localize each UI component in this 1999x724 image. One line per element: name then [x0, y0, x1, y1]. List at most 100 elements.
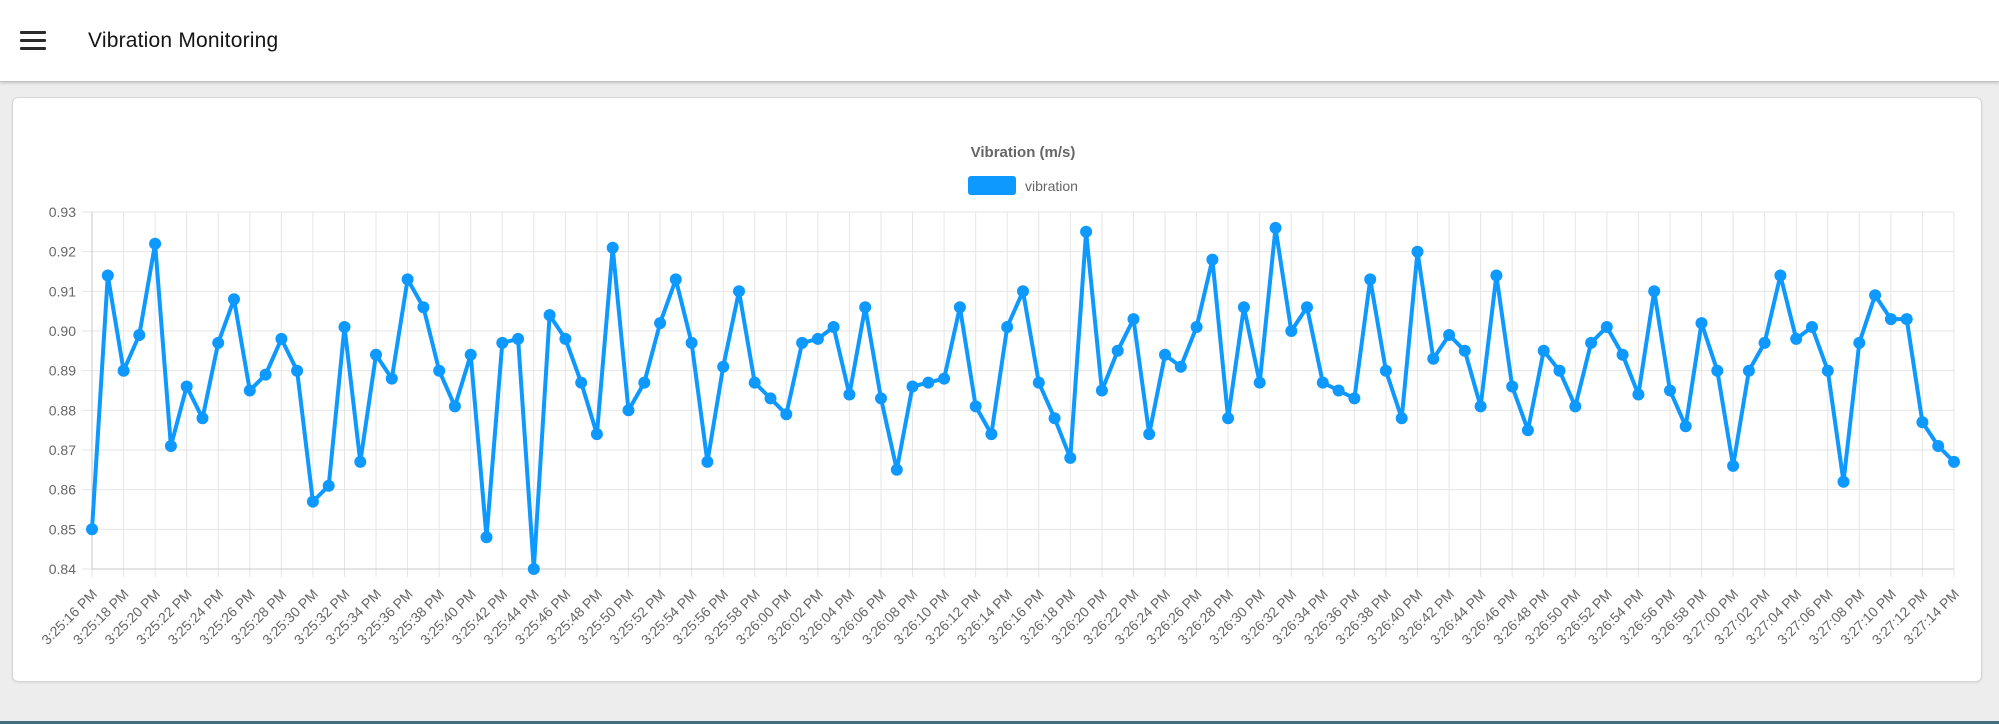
data-point [448, 400, 461, 413]
data-point [527, 563, 540, 575]
y-tick-label: 0.84 [49, 561, 76, 577]
data-point [417, 301, 430, 314]
chart-title: Vibration (m/s) [970, 144, 1076, 161]
data-point [164, 440, 177, 452]
data-point [638, 376, 651, 389]
data-point [938, 372, 951, 385]
data-point [1869, 289, 1882, 302]
data-point [590, 428, 603, 441]
data-point [1695, 317, 1708, 330]
data-point [1900, 313, 1913, 326]
data-point [149, 237, 162, 250]
data-point [1443, 329, 1456, 341]
data-point [1821, 364, 1834, 377]
hamburger-icon [20, 47, 46, 50]
data-point [1190, 321, 1203, 333]
next-section-edge [0, 721, 1999, 724]
data-point [1727, 459, 1740, 472]
y-tick-label: 0.90 [49, 323, 76, 339]
data-point [1600, 321, 1613, 333]
legend-label: vibration [1025, 177, 1078, 194]
vibration-line [90, 225, 1956, 571]
data-point [1253, 376, 1266, 389]
data-point [1237, 301, 1250, 314]
data-point [133, 329, 146, 341]
data-point [843, 388, 856, 401]
data-point [86, 523, 98, 536]
data-point [322, 479, 335, 492]
data-point [1742, 364, 1755, 377]
data-point [1632, 388, 1645, 401]
data-point [890, 463, 903, 476]
vibration-chart: 0.84 0.85 0.86 0.87 0.88 0.89 0.90 0.91 0.92 0.93… [38, 204, 1962, 648]
axis-labels: 0.84 0.85 0.86 0.87 0.88 0.89 0.90 0.91 0.92 0.93… [38, 204, 1962, 648]
data-point [985, 428, 998, 441]
data-point [1521, 424, 1534, 437]
data-point [733, 285, 745, 298]
legend-item-vibration[interactable]: vibration [968, 176, 1078, 195]
data-point [827, 321, 840, 333]
data-point [1095, 384, 1108, 397]
data-point [1364, 273, 1377, 286]
data-point [401, 273, 414, 286]
data-point [480, 531, 493, 544]
data-point [1664, 384, 1676, 397]
data-point [1048, 412, 1061, 425]
data-point [1648, 285, 1661, 298]
data-point [101, 269, 114, 282]
y-tick-label: 0.86 [49, 482, 76, 498]
y-tick-label: 0.87 [49, 442, 76, 458]
data-point [875, 392, 887, 405]
data-point [1348, 392, 1361, 405]
data-point [969, 400, 982, 413]
data-point [180, 380, 193, 393]
data-point [1458, 344, 1471, 357]
data-point [243, 384, 256, 397]
data-point [906, 380, 919, 393]
data-point [1206, 253, 1219, 266]
y-tick-label: 0.85 [49, 521, 76, 537]
data-point [1285, 325, 1298, 337]
data-point [306, 495, 319, 508]
data-point [1932, 440, 1945, 452]
data-point [717, 360, 730, 373]
data-point [275, 332, 288, 345]
data-point [1427, 352, 1440, 365]
hamburger-icon [20, 39, 46, 42]
data-point [1537, 344, 1550, 357]
data-point [669, 273, 682, 286]
data-point [1569, 400, 1582, 413]
data-point [1916, 416, 1929, 429]
data-point [1411, 245, 1424, 258]
y-tick-label: 0.88 [49, 402, 76, 418]
data-point [780, 408, 793, 421]
data-point [338, 321, 351, 333]
data-point [1474, 400, 1487, 413]
chart-legend: vibration [92, 176, 1954, 195]
data-point [259, 368, 272, 381]
menu-button[interactable] [12, 18, 58, 64]
data-point [464, 348, 477, 361]
data-point [212, 336, 225, 349]
data-point [764, 392, 777, 405]
data-point [1222, 412, 1235, 425]
data-point [512, 332, 525, 345]
data-point [654, 317, 667, 330]
data-point [1616, 348, 1629, 361]
data-point [117, 364, 130, 377]
page-title: Vibration Monitoring [88, 28, 279, 52]
data-point [496, 336, 509, 349]
data-point [1837, 475, 1850, 488]
data-point [1269, 221, 1282, 234]
data-point [1490, 269, 1503, 282]
data-point [1143, 428, 1156, 441]
vibration-series [86, 221, 1960, 575]
vibration-chart-card: 0.84 0.85 0.86 0.87 0.88 0.89 0.90 0.91 0.92 0.93… [12, 97, 1982, 682]
data-point [1679, 420, 1692, 433]
data-point [575, 376, 588, 389]
data-point [622, 404, 635, 417]
data-point [1001, 321, 1014, 333]
data-point [291, 364, 304, 377]
data-point [433, 364, 446, 377]
data-point [559, 332, 572, 345]
